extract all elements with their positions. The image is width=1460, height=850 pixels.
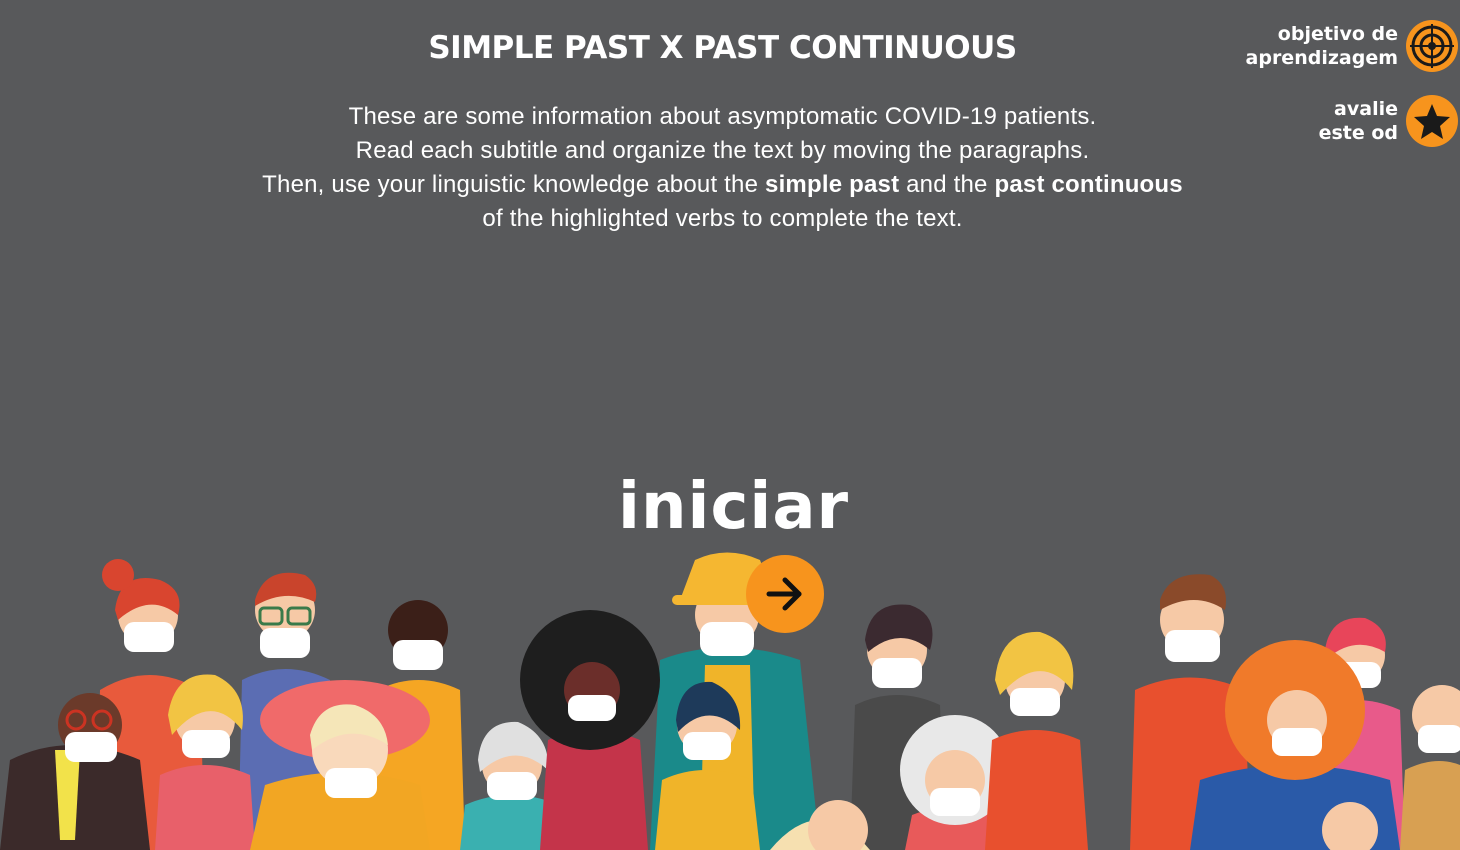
simple-past-term: simple past <box>765 171 900 198</box>
person-figure <box>0 693 150 850</box>
person-figure <box>155 674 255 850</box>
person-figure <box>900 715 1010 850</box>
person-figure <box>1322 685 1460 850</box>
person-figure <box>655 681 760 850</box>
person-figure <box>460 721 565 850</box>
start-button[interactable] <box>746 555 824 633</box>
page-title: SIMPLE PAST X PAST CONTINUOUS <box>428 30 1017 66</box>
learning-objective-label: objetivo de aprendizagem <box>1246 22 1398 70</box>
learning-objective-label-line-2: aprendizagem <box>1245 47 1398 69</box>
person-figure <box>985 631 1088 850</box>
instructions-line-1: These are some information about asympto… <box>348 103 1097 130</box>
rate-label-line-2: este od <box>1318 122 1398 144</box>
rate-label-line-1: avalie <box>1334 98 1398 120</box>
learning-objective-button[interactable]: objetivo de aprendizagem <box>1246 20 1458 72</box>
person-figure <box>250 680 430 850</box>
person-figure <box>520 610 660 850</box>
person-figure <box>1190 640 1400 850</box>
past-continuous-term: past continuous <box>994 171 1183 198</box>
crowd-illustration <box>0 552 1460 850</box>
target-icon <box>1406 20 1458 72</box>
rate-this-od-button[interactable]: avalie este od <box>1319 95 1458 147</box>
instructions: These are some information about asympto… <box>160 100 1285 236</box>
instructions-text: Then, use your linguistic knowledge abou… <box>262 171 766 198</box>
rate-label: avalie este od <box>1319 97 1398 145</box>
start-label[interactable]: iniciar <box>618 470 850 544</box>
instructions-line-4: of the highlighted verbs to complete the… <box>482 205 963 232</box>
arrow-right-icon <box>766 577 802 611</box>
instructions-line-3: Then, use your linguistic knowledge abou… <box>160 168 1285 202</box>
learning-objective-label-line-1: objetivo de <box>1277 23 1398 45</box>
person-figure <box>770 800 870 850</box>
instructions-line-2: Read each subtitle and organize the text… <box>355 137 1090 164</box>
star-icon <box>1406 95 1458 147</box>
instructions-text: and the <box>899 171 995 198</box>
